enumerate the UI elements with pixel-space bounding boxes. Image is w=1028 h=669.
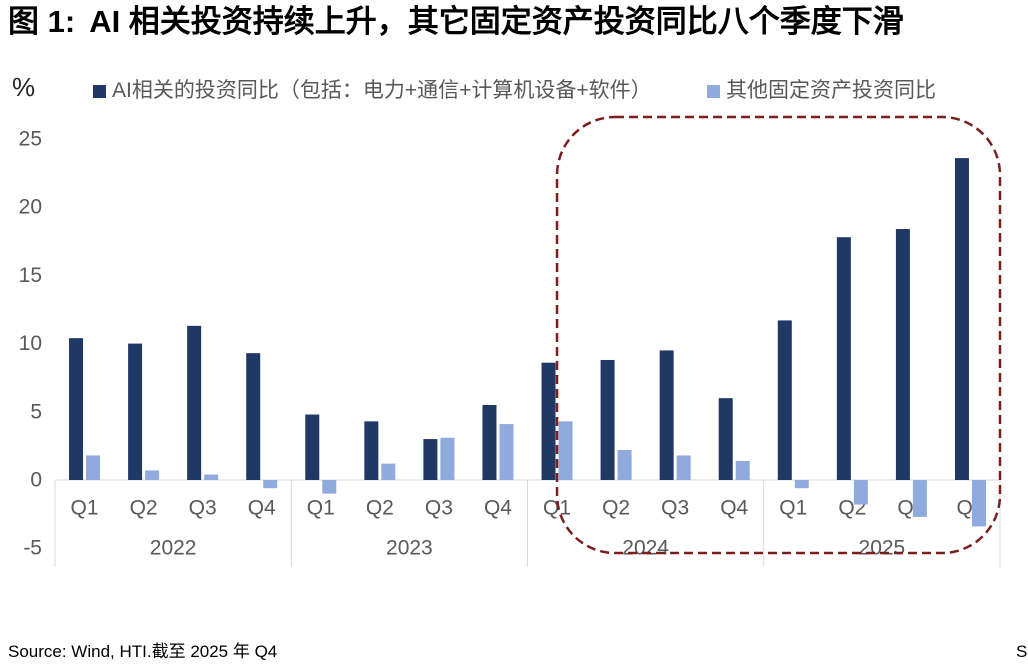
ai-investment-bar (423, 439, 438, 480)
other-fixed-investment-bar (204, 474, 219, 480)
ai-investment-bar (836, 237, 851, 480)
year-label: 2023 (386, 537, 433, 560)
ai-investment-bar (895, 229, 910, 480)
y-axis: 25 20 15 10 5 0 -5 (19, 128, 42, 560)
other-fixed-investment-bar (971, 480, 986, 527)
other-fixed-investment-bar (558, 421, 573, 480)
figure-label: 图 1: (8, 4, 76, 39)
ai-investment-bar (305, 414, 320, 480)
other-fixed-investment-bar (617, 449, 632, 480)
other-fixed-investment-bar (676, 455, 691, 480)
series-other-fixed-investment-bar (86, 421, 986, 527)
highlight-dashed-box (555, 115, 1002, 555)
year-label: 2022 (150, 537, 197, 560)
y-tick-label: -5 (23, 537, 42, 560)
y-tick-label: 20 (19, 196, 42, 219)
other-fixed-investment-bar (912, 480, 927, 517)
other-fixed-investment-bar (322, 480, 337, 494)
other-fixed-investment-bar (499, 424, 514, 480)
quarter-label: Q1 (543, 497, 571, 520)
year-label: 2024 (622, 537, 669, 560)
quarter-label: Q2 (130, 497, 158, 520)
ai-investment-bar (718, 398, 733, 480)
other-fixed-investment-bar (735, 460, 750, 480)
figure-title: 图 1: AI 相关投资持续上升，其它固定资产投资同比八个季度下滑 (8, 3, 904, 41)
other-fixed-investment-bar (86, 455, 101, 480)
other-fixed-investment-bar (853, 480, 868, 505)
cut-off-edge-text: S (1016, 642, 1028, 661)
quarter-label: Q1 (779, 497, 807, 520)
legend-swatch-ai-investment (93, 84, 106, 98)
ai-investment-bar (954, 158, 969, 480)
ai-investment-bar (128, 343, 143, 480)
quarter-label: Q4 (720, 497, 748, 520)
ai-investment-bar (541, 362, 556, 480)
legend-item-ai-investment: AI相关的投资同比（包括：电力+通信+计算机设备+软件） (93, 78, 652, 104)
other-fixed-investment-bar (440, 437, 455, 480)
other-fixed-investment-bar (381, 463, 396, 480)
y-axis-unit-label: % (12, 72, 36, 102)
ai-investment-bar (659, 350, 674, 480)
y-tick-label: 0 (30, 469, 42, 492)
quarter-label: Q4 (248, 497, 276, 520)
quarter-label: Q4 (484, 497, 512, 520)
ai-investment-bar (187, 325, 202, 480)
legend-label-ai-investment: AI相关的投资同比（包括：电力+通信+计算机设备+软件） (112, 79, 652, 102)
legend-swatch-other-fixed-investment (707, 84, 720, 98)
quarter-label: Q1 (307, 497, 335, 520)
quarter-label: Q2 (602, 497, 630, 520)
y-tick-label: 5 (30, 400, 42, 423)
ai-investment-bar (777, 320, 792, 480)
legend-item-other-fixed-investment: 其他固定资产投资同比 (707, 78, 936, 104)
ai-investment-bar (600, 359, 615, 480)
other-fixed-investment-bar (263, 480, 278, 489)
quarter-label: Q3 (189, 497, 217, 520)
year-label: 2025 (859, 537, 906, 560)
source-note: Source: Wind, HTI.截至 2025 年 Q4 (8, 642, 278, 661)
y-tick-label: 15 (19, 264, 42, 287)
y-tick-label: 25 (19, 128, 42, 151)
legend-label-other-fixed-investment: 其他固定资产投资同比 (726, 79, 936, 102)
other-fixed-investment-bar (145, 470, 160, 480)
ai-investment-bar (482, 404, 497, 480)
y-tick-label: 10 (19, 332, 42, 355)
other-fixed-investment-bar (794, 480, 809, 489)
quarter-label: Q3 (425, 497, 453, 520)
ai-investment-bar (246, 353, 261, 480)
figure-title-text: AI 相关投资持续上升，其它固定资产投资同比八个季度下滑 (89, 4, 904, 39)
series-ai-investment-bar (69, 158, 969, 480)
ai-investment-bar (364, 421, 379, 480)
quarter-label: Q1 (71, 497, 99, 520)
ai-investment-bar (69, 338, 84, 480)
quarter-label: Q3 (661, 497, 689, 520)
quarter-label: Q2 (366, 497, 394, 520)
